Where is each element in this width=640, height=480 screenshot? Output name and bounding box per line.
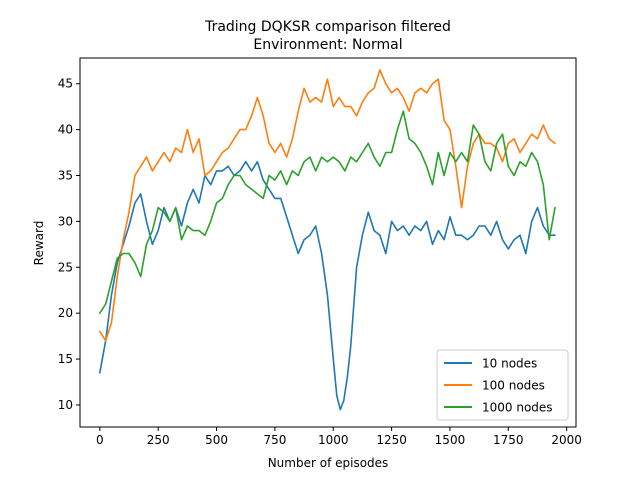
x-tick-label: 1750	[493, 433, 524, 447]
plot-area-frame	[79, 57, 577, 428]
legend-label: 10 nodes	[482, 357, 537, 371]
x-tick-label: 0	[96, 433, 104, 447]
legend-label: 1000 nodes	[482, 401, 553, 415]
legend-items: 10 nodes 100 nodes 1000 nodes	[444, 357, 553, 415]
x-axis-label: Number of episodes	[268, 456, 389, 470]
y-tick-label: 15	[58, 352, 73, 366]
x-tick-label: 1500	[435, 433, 466, 447]
x-tick-label: 1250	[376, 433, 407, 447]
x-tick-label: 2000	[551, 433, 582, 447]
series-layer	[99, 69, 556, 411]
series-line-3	[99, 110, 556, 315]
x-tick-label: 500	[205, 433, 228, 447]
legend-box	[436, 349, 569, 421]
x-tick-label: 1000	[318, 433, 349, 447]
x-tick-label: 750	[263, 433, 286, 447]
x-tick-label: 250	[147, 433, 170, 447]
chart-subtitle: Environment: Normal	[253, 37, 402, 53]
series-line-1	[99, 160, 556, 411]
legend-label: 100 nodes	[482, 379, 545, 393]
chart-title: Trading DQKSR comparison filtered	[204, 19, 451, 35]
y-tick-label: 10	[58, 398, 73, 412]
y-tick-label: 20	[58, 306, 73, 320]
legend: 10 nodes 100 nodes 1000 nodes	[436, 349, 569, 421]
tick-layer: 0 250 500 750 1000 1250 1500 1750 2000 10 15 20 25 30…	[58, 77, 582, 447]
y-tick-label: 25	[58, 260, 73, 274]
y-tick-label: 40	[58, 123, 73, 137]
y-tick-label: 45	[58, 77, 73, 91]
y-tick-label: 35	[58, 168, 73, 182]
y-tick-label: 30	[58, 214, 73, 228]
y-axis-label: Reward	[32, 221, 46, 266]
